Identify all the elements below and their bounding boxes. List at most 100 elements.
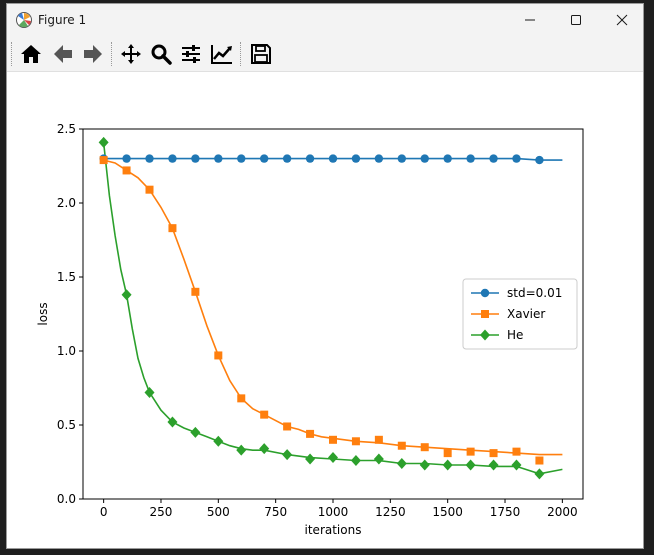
zoom-icon — [151, 44, 172, 65]
x-tick-label: 500 — [207, 505, 230, 519]
data-point — [373, 453, 384, 465]
configure-subplots-icon — [182, 45, 200, 63]
close-icon — [616, 14, 628, 26]
title-bar[interactable]: Figure 1 — [7, 4, 643, 36]
data-point — [259, 154, 269, 163]
legend-marker — [480, 288, 490, 298]
navigation-toolbar — [7, 36, 643, 72]
data-point — [489, 154, 498, 163]
data-point — [442, 459, 453, 471]
data-point — [260, 410, 269, 419]
data-point — [283, 422, 292, 431]
toolbar-separator — [240, 42, 242, 66]
y-tick-label: 2.5 — [57, 122, 76, 136]
edit-axis-icon — [211, 45, 232, 64]
data-point — [374, 435, 383, 444]
zoom-button[interactable] — [148, 41, 174, 67]
forward-button[interactable] — [80, 41, 106, 67]
data-point — [466, 154, 475, 163]
x-tick-label: 2000 — [547, 505, 578, 519]
y-tick-label: 1.0 — [57, 344, 76, 358]
data-point — [443, 154, 452, 163]
data-point — [214, 154, 223, 163]
x-tick-label: 1250 — [375, 505, 406, 519]
background-terminal — [644, 0, 654, 555]
data-point — [305, 453, 316, 465]
loss-chart: 0 250 500 750 1000 1250 1500 1750 2000 0.0 0.5 1.0 1… — [36, 122, 584, 537]
figure-canvas[interactable]: 0 250 500 750 1000 1250 1500 1750 2000 0.0 0.5 1.0 1… — [7, 72, 643, 548]
pan-button[interactable] — [118, 41, 144, 67]
data-point — [237, 394, 246, 403]
y-tick-label: 1.5 — [57, 270, 76, 284]
data-point — [489, 449, 498, 458]
data-point — [350, 455, 361, 467]
legend-label: Xavier — [507, 307, 545, 321]
home-button[interactable] — [18, 41, 44, 67]
data-point — [328, 154, 338, 163]
data-point — [98, 136, 109, 148]
data-point — [144, 386, 155, 398]
y-axis-label: loss — [36, 302, 50, 325]
save-icon — [251, 44, 271, 64]
x-tick-label: 1000 — [318, 505, 349, 519]
data-point — [191, 154, 200, 163]
data-point — [168, 224, 177, 233]
data-point — [419, 459, 430, 471]
pan-icon — [121, 44, 141, 64]
data-point — [145, 185, 154, 194]
x-axis-label: iterations — [305, 523, 362, 537]
legend-label: He — [507, 328, 523, 342]
data-point — [488, 459, 499, 471]
minimize-button[interactable] — [507, 4, 553, 36]
data-point — [121, 289, 132, 301]
close-button[interactable] — [599, 4, 645, 36]
minimize-icon — [525, 19, 535, 21]
data-point — [167, 416, 178, 428]
maximize-button[interactable] — [553, 4, 599, 36]
data-point — [535, 456, 544, 465]
data-point — [99, 156, 108, 165]
data-point — [374, 154, 384, 163]
data-point — [259, 443, 270, 455]
maximize-icon — [571, 15, 581, 25]
data-point — [213, 435, 224, 447]
data-point — [122, 154, 131, 163]
data-point — [190, 426, 201, 438]
data-point — [236, 444, 247, 456]
x-tick-label: 0 — [100, 505, 108, 519]
data-point — [282, 154, 292, 163]
save-button[interactable] — [248, 41, 274, 67]
edit-axis-button[interactable] — [209, 41, 235, 67]
data-point — [420, 154, 429, 163]
data-point — [534, 468, 545, 480]
window-title: Figure 1 — [38, 13, 87, 27]
configure-subplots-button[interactable] — [178, 41, 204, 67]
x-tick-label: 750 — [264, 505, 287, 519]
data-point — [397, 441, 406, 450]
y-tick-label: 0.0 — [57, 492, 76, 506]
legend-marker — [481, 310, 489, 318]
back-arrow-icon — [54, 45, 72, 63]
x-tick-label: 1750 — [490, 505, 521, 519]
data-point — [512, 154, 521, 163]
data-point — [306, 429, 315, 438]
series-line-2 — [103, 159, 563, 456]
data-point — [351, 154, 361, 163]
data-point — [191, 287, 200, 296]
data-point — [420, 443, 429, 452]
home-icon — [21, 45, 41, 63]
back-button[interactable] — [50, 41, 76, 67]
legend-marker — [480, 329, 490, 341]
data-point — [396, 457, 407, 469]
data-point — [351, 437, 360, 446]
x-tick-label: 250 — [150, 505, 173, 519]
forward-arrow-icon — [84, 45, 102, 63]
data-point — [305, 154, 315, 163]
data-point — [328, 452, 338, 464]
data-point — [237, 154, 246, 163]
legend-box — [462, 278, 578, 350]
matplotlib-app-icon — [16, 12, 32, 28]
data-point — [168, 154, 177, 163]
legend-label: std=0.01 — [507, 286, 562, 300]
data-point — [329, 435, 337, 444]
